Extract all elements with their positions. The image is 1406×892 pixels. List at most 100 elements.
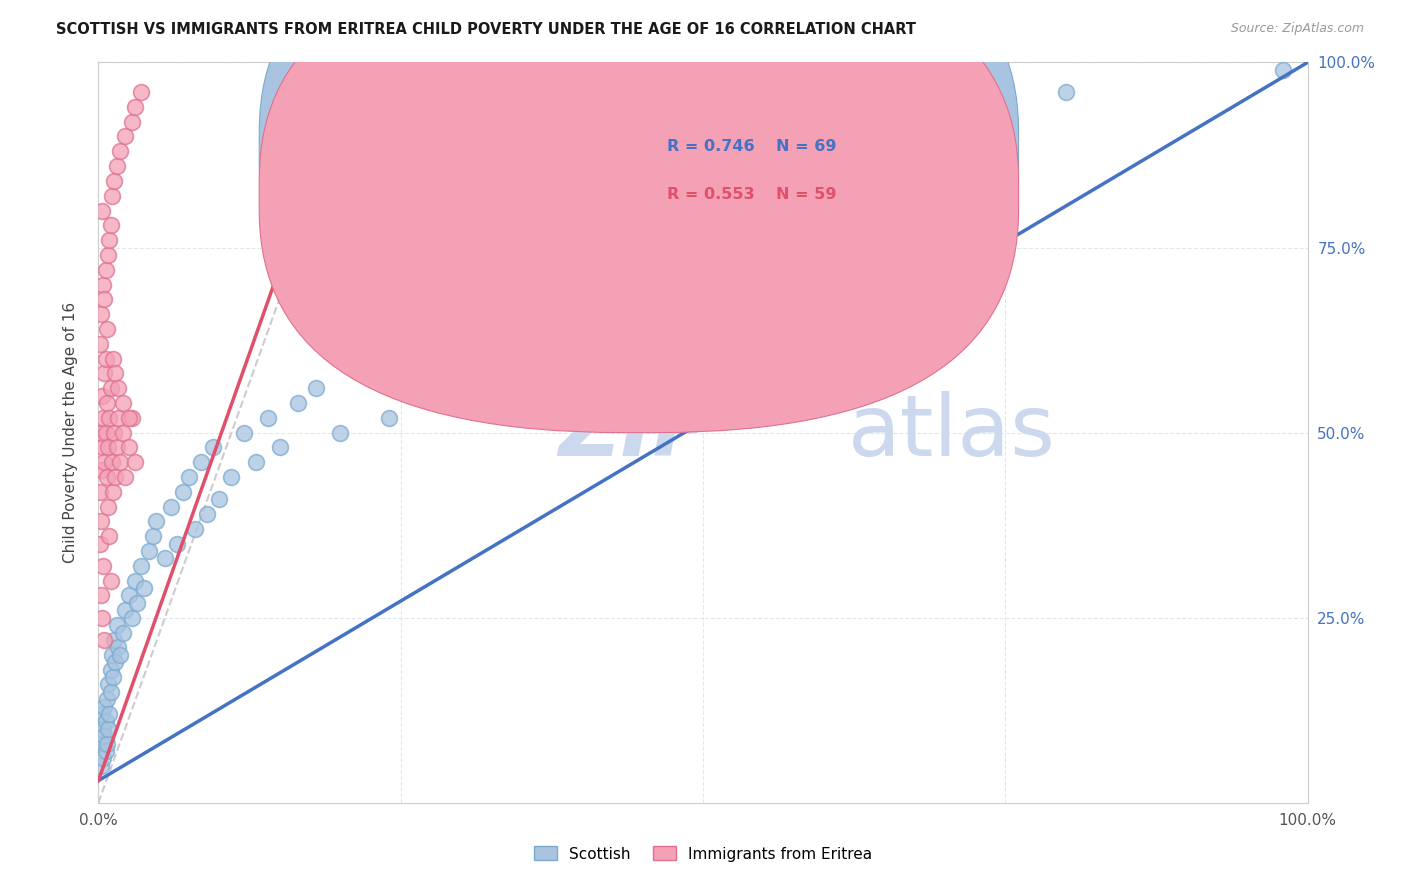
Point: [94, 425, 117, 440]
Point: [91, 410, 114, 425]
Y-axis label: Child Poverty Under the Age of 16: Child Poverty Under the Age of 16: [63, 302, 77, 563]
Point: [426, 388, 449, 402]
Point: [595, 262, 617, 277]
Point: [107, 640, 129, 655]
Point: [108, 455, 131, 469]
Point: [100, 574, 122, 588]
Point: [100, 381, 122, 395]
Point: [96, 737, 118, 751]
Point: [97, 500, 120, 514]
Point: [100, 455, 122, 469]
Point: [104, 470, 127, 484]
Point: [179, 470, 201, 484]
Point: [111, 425, 134, 440]
Point: [114, 603, 136, 617]
Point: [679, 219, 702, 233]
Point: [104, 655, 127, 669]
Point: [101, 484, 124, 499]
FancyBboxPatch shape: [259, 0, 1018, 433]
Point: [957, 114, 980, 128]
Point: [111, 625, 134, 640]
Point: [100, 188, 122, 202]
Point: [91, 706, 114, 721]
Point: [91, 441, 114, 455]
Point: [98, 529, 121, 543]
Point: [93, 293, 115, 307]
Point: [1272, 62, 1295, 77]
Point: [97, 722, 120, 736]
Point: [107, 381, 129, 395]
Point: [172, 484, 194, 499]
Text: R = 0.746: R = 0.746: [666, 138, 755, 153]
Point: [91, 737, 114, 751]
Point: [523, 293, 546, 307]
Point: [89, 336, 111, 351]
Point: [93, 729, 115, 743]
Point: [121, 410, 143, 425]
Point: [402, 351, 425, 366]
Text: N = 69: N = 69: [776, 138, 837, 153]
Point: [91, 277, 114, 292]
Point: [202, 441, 225, 455]
Point: [486, 314, 509, 328]
Point: [118, 441, 141, 455]
Point: [184, 522, 207, 536]
Point: [100, 648, 122, 662]
Point: [111, 396, 134, 410]
Point: [245, 455, 267, 469]
Point: [329, 425, 352, 440]
Text: SCOTTISH VS IMMIGRANTS FROM ERITREA CHILD POVERTY UNDER THE AGE OF 16 CORRELATIO: SCOTTISH VS IMMIGRANTS FROM ERITREA CHIL…: [56, 22, 917, 37]
Point: [90, 515, 112, 529]
Point: [103, 174, 125, 188]
Text: R = 0.553: R = 0.553: [666, 186, 755, 202]
Point: [121, 610, 143, 624]
Point: [860, 145, 883, 159]
Point: [153, 551, 176, 566]
Point: [91, 751, 114, 765]
Point: [353, 367, 375, 381]
Point: [94, 262, 117, 277]
Point: [91, 462, 114, 476]
Point: [108, 145, 131, 159]
Point: [124, 455, 146, 469]
Point: [134, 581, 156, 595]
Point: [728, 203, 751, 218]
Point: [93, 455, 115, 469]
Point: [101, 670, 124, 684]
Point: [91, 558, 114, 573]
Text: N = 59: N = 59: [776, 186, 837, 202]
Point: [94, 714, 117, 729]
Point: [91, 722, 114, 736]
Point: [1054, 85, 1077, 99]
Point: [138, 544, 160, 558]
Point: [89, 484, 111, 499]
Point: [114, 470, 136, 484]
FancyBboxPatch shape: [259, 0, 1018, 384]
Point: [221, 470, 243, 484]
Point: [96, 692, 118, 706]
Text: ZIP: ZIP: [558, 391, 716, 475]
Point: [93, 632, 115, 647]
Point: [90, 589, 112, 603]
Point: [145, 515, 167, 529]
Point: [789, 174, 811, 188]
Point: [124, 574, 146, 588]
Point: [160, 500, 183, 514]
Point: [91, 388, 114, 402]
Text: Source: ZipAtlas.com: Source: ZipAtlas.com: [1230, 22, 1364, 36]
Point: [96, 470, 118, 484]
Point: [124, 100, 146, 114]
Point: [450, 336, 472, 351]
Point: [91, 610, 114, 624]
Point: [94, 351, 117, 366]
Point: [558, 277, 581, 292]
Point: [100, 685, 122, 699]
Text: atlas: atlas: [848, 391, 1056, 475]
Point: [142, 529, 165, 543]
Point: [105, 159, 128, 173]
FancyBboxPatch shape: [600, 103, 908, 233]
Point: [190, 455, 212, 469]
Point: [93, 367, 115, 381]
Point: [114, 129, 136, 144]
Point: [129, 85, 152, 99]
